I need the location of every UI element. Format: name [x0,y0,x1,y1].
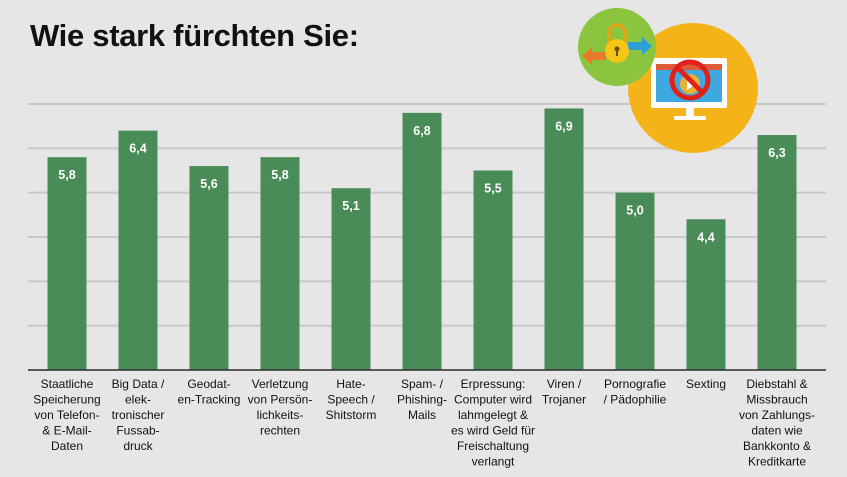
value-labels: 5,8 6,4 5,6 5,8 5,1 6,8 5,5 6,9 5,0 4,4 6,3 [58,119,785,244]
bar [331,188,371,370]
category-label-line: Freischaltung [457,439,529,453]
category-label-line: Staatliche [41,377,94,391]
category-label-line: elek- [125,393,151,407]
category-label-line: Daten [51,439,83,453]
category-label-line: druck [123,439,153,453]
category-label-line: Mails [408,408,436,422]
category-label-line: von Zahlungs- [739,408,815,422]
value-label: 6,9 [555,119,572,133]
category-label-line: Shitstorm [326,408,377,422]
bar [189,166,229,370]
category-label: Erpressung: Computer wird lahmgelegt & es w… [451,377,535,469]
category-label: Viren / Trojaner [542,377,586,407]
value-label: 6,3 [768,146,785,160]
value-label: 5,8 [271,168,288,182]
exchange-arrows-icon [582,37,652,65]
no-entry-icon [669,59,711,101]
category-label: Verletzung von Persön-lichkeits-rechten [248,377,313,438]
value-label: 5,1 [342,199,359,213]
value-label: 5,0 [626,204,643,218]
bars [47,108,797,370]
category-label-line: Sexting [686,377,726,391]
bar [47,157,87,370]
category-label: Staatliche Speicherung von Telefon- & E-Mai… [33,377,100,453]
bar [402,112,442,370]
lock-icon [605,23,629,63]
category-label-line: Trojaner [542,393,586,407]
value-label: 6,8 [413,124,430,138]
category-label-line: Speech / [327,393,375,407]
category-label-line: von Telefon- [34,408,99,422]
category-label: Geodat-en-Tracking [178,377,241,407]
value-label: 4,4 [697,230,714,244]
category-label-line: daten wie [751,424,803,438]
category-label-line: Verletzung [252,377,309,391]
category-label-line: rechten [260,424,300,438]
category-label-line: Kreditkarte [748,455,806,469]
category-label-line: Computer wird [454,393,532,407]
category-label-line: Phishing- [397,393,447,407]
category-label-line: Missbrauch [746,393,807,407]
value-label: 5,8 [58,168,75,182]
category-label: Diebstahl & Missbrauch von Zahlungs-daten … [739,377,815,469]
category-label-line: Erpressung: [461,377,526,391]
category-label: Pornografie / Pädophilie [604,377,667,407]
category-label-line: Big Data / [112,377,165,391]
category-label-line: von Persön- [248,393,313,407]
bar [686,219,726,370]
bar [473,170,513,370]
category-label: Spam- / Phishing-Mails [397,377,447,422]
category-label-line: lahmgelegt & [458,408,528,422]
bar [757,135,797,370]
bar [260,157,300,370]
category-label-line: Viren / [547,377,582,391]
category-label-line: Geodat- [187,377,230,391]
category-labels: Staatliche Speicherung von Telefon- & E-Mai… [33,377,815,469]
category-label-line: Fussab- [116,424,159,438]
bar [118,130,158,370]
category-label: Sexting [686,377,726,391]
value-label: 5,6 [200,177,217,191]
category-label-line: Pornografie [604,377,666,391]
security-illustration [578,8,758,153]
category-label: Big Data / elek-tronischer Fussab-druck [112,377,165,453]
category-label: Hate- Speech / Shitstorm [326,377,377,422]
value-label: 5,5 [484,182,501,196]
category-label-line: es wird Geld für [451,424,535,438]
category-label-line: lichkeits- [257,408,304,422]
category-label-line: en-Tracking [178,393,241,407]
category-label-line: Speicherung [33,393,100,407]
category-label-line: Spam- / [401,377,444,391]
bar [615,192,655,370]
category-label-line: tronischer [112,408,165,422]
category-label-line: Hate- [336,377,365,391]
bar [544,108,584,370]
category-label-line: Bankkonto & [743,439,811,453]
chart-title: Wie stark fürchten Sie: [30,18,359,53]
category-label-line: & E-Mail- [42,424,91,438]
category-label-line: Diebstahl & [746,377,807,391]
category-label-line: / Pädophilie [604,393,667,407]
value-label: 6,4 [129,142,146,156]
category-label-line: verlangt [472,455,515,469]
